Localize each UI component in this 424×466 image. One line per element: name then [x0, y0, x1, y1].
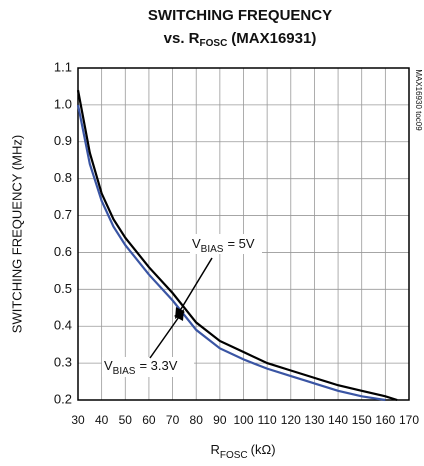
annotation-sub: BIAS — [113, 366, 136, 377]
annotation-sub: BIAS — [201, 244, 224, 255]
x-tick-label: 90 — [213, 413, 227, 427]
label-bg — [102, 357, 194, 377]
x-tick-label: 60 — [142, 413, 156, 427]
series-line — [76, 104, 386, 402]
label-bg — [190, 234, 262, 254]
y-tick-label: 0.7 — [54, 207, 72, 222]
y-tick-label: 0.9 — [54, 133, 72, 148]
y-tick-label: 0.2 — [54, 391, 72, 406]
series-line — [76, 89, 398, 402]
y-tick-label: 0.5 — [54, 281, 72, 296]
chart-subtitle: vs. RFOSC (MAX16931) — [164, 30, 317, 49]
x-tick-label: 160 — [375, 413, 395, 427]
x-label-sub: FOSC — [220, 450, 248, 461]
annotation: VBIAS = 5V — [192, 236, 255, 254]
side-note: MAX16930 toc09 — [414, 69, 423, 131]
chart-title: SWITCHING FREQUENCY — [148, 7, 332, 24]
y-tick-label: 1.0 — [54, 96, 72, 111]
y-tick-label: 0.3 — [54, 355, 72, 370]
x-tick-label: 70 — [166, 413, 180, 427]
x-tick-label: 100 — [233, 413, 253, 427]
x-label-part: R — [210, 442, 219, 457]
y-tick-label: 1.1 — [54, 59, 72, 74]
x-tick-label: 140 — [328, 413, 348, 427]
y-tick-label: 0.8 — [54, 170, 72, 185]
y-tick-label: 0.6 — [54, 244, 72, 259]
y-tick-label: 0.4 — [54, 318, 72, 333]
annotation: VBIAS = 3.3V — [104, 358, 178, 376]
x-tick-label: 120 — [281, 413, 301, 427]
x-tick-label: 40 — [95, 413, 109, 427]
arrow-head — [174, 309, 184, 321]
x-tick-label: 170 — [399, 413, 419, 427]
x-label-part: (kΩ) — [251, 442, 276, 457]
title-sub: FOSC — [200, 38, 228, 49]
title-part: vs. R — [164, 30, 200, 47]
x-tick-label: 110 — [258, 413, 277, 427]
annotation-part: V — [192, 236, 201, 251]
plot-border — [77, 67, 410, 401]
x-tick-label: 80 — [190, 413, 204, 427]
y-axis-label: SWITCHING FREQUENCY (MHz) — [9, 135, 24, 333]
annotation-part: = 5V — [227, 236, 254, 251]
annotation-part: = 3.3V — [139, 358, 177, 373]
plot: 0.2 0.3 0.4 0.5 0.6 0.7 0.8 0.9 1.0 1.1 30 40 50 60 70… — [54, 59, 419, 427]
arrow — [177, 257, 213, 315]
x-tick-label: 30 — [71, 413, 85, 427]
x-tick-label: 50 — [119, 413, 133, 427]
x-tick-label: 130 — [304, 413, 324, 427]
arrow — [149, 313, 182, 359]
annotation-part: V — [104, 358, 113, 373]
x-axis-label: RFOSC (kΩ) — [210, 442, 275, 460]
x-tick-label: 150 — [352, 413, 372, 427]
title-part: (MAX16931) — [231, 30, 316, 47]
